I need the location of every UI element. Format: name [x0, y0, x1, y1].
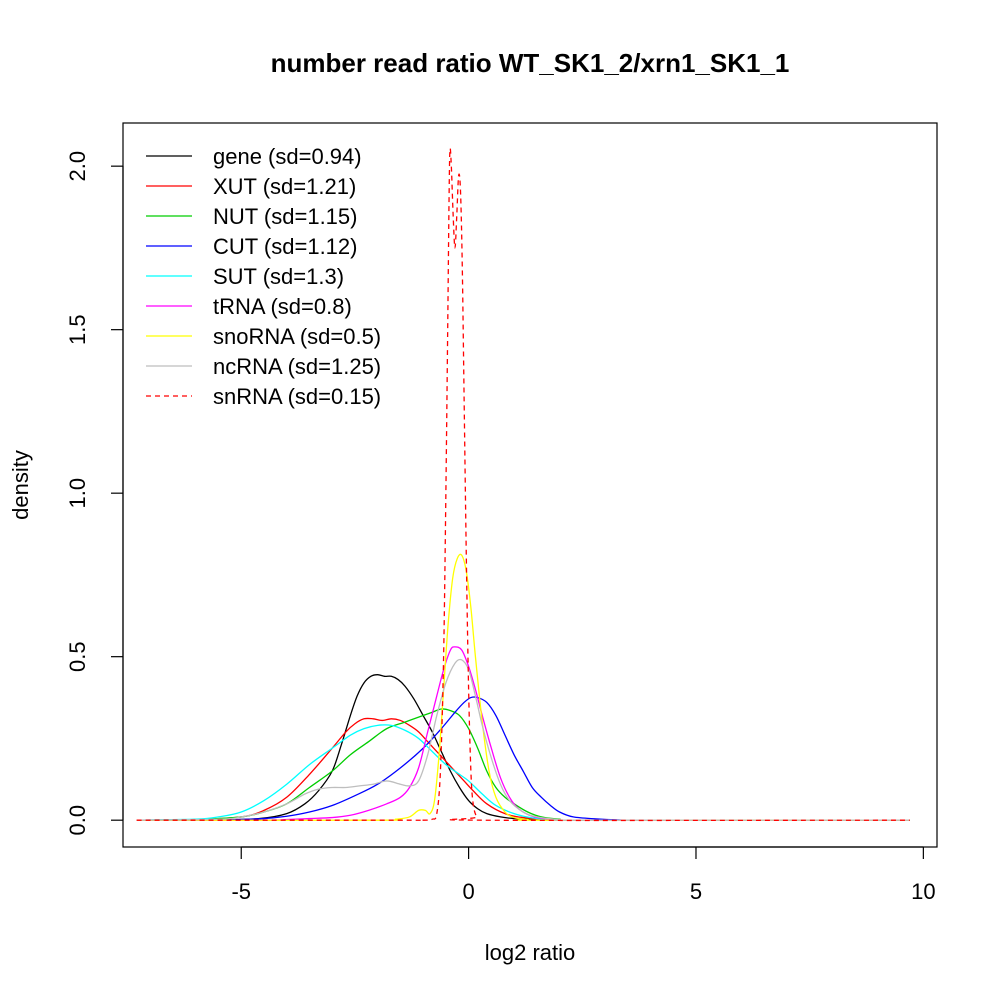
series-line-5 [136, 646, 910, 821]
legend-label: XUT (sd=1.21) [213, 174, 356, 199]
legend-label: CUT (sd=1.12) [213, 234, 357, 259]
density-curves [136, 147, 910, 822]
series-line-1 [136, 717, 910, 821]
x-tick-label: 10 [911, 879, 935, 904]
y-tick-label: 0.5 [65, 641, 90, 672]
series-line-2 [136, 708, 910, 821]
legend-label: snRNA (sd=0.15) [213, 384, 381, 409]
x-tick-label: 5 [690, 879, 702, 904]
series-line-4 [136, 724, 910, 821]
legend-label: tRNA (sd=0.8) [213, 294, 352, 319]
plot-frame [122, 122, 938, 848]
y-tick-label: 1.0 [65, 478, 90, 509]
legend-label: NUT (sd=1.15) [213, 204, 357, 229]
series-line-0 [136, 674, 910, 821]
series-line-3 [136, 696, 910, 821]
legend-label: snoRNA (sd=0.5) [213, 324, 381, 349]
x-axis: -5 0 5 10 [231, 846, 936, 904]
legend-label: gene (sd=0.94) [213, 144, 362, 169]
y-tick-label: 1.5 [65, 314, 90, 345]
x-tick-label: -5 [231, 879, 251, 904]
series-line-6 [136, 553, 910, 821]
y-axis: 0.0 0.5 1.0 1.5 2.0 [65, 151, 124, 836]
y-tick-label: 0.0 [65, 805, 90, 836]
y-axis-label: density [8, 450, 33, 520]
legend-label: ncRNA (sd=1.25) [213, 354, 381, 379]
chart-title: number read ratio WT_SK1_2/xrn1_SK1_1 [271, 48, 790, 78]
x-axis-label: log2 ratio [485, 940, 576, 965]
legend: gene (sd=0.94) XUT (sd=1.21) NUT (sd=1.15)… [146, 144, 381, 409]
x-tick-label: 0 [462, 879, 474, 904]
y-tick-label: 2.0 [65, 151, 90, 182]
legend-label: SUT (sd=1.3) [213, 264, 344, 289]
series-line-7 [136, 658, 910, 821]
series-line-8 [136, 147, 910, 822]
